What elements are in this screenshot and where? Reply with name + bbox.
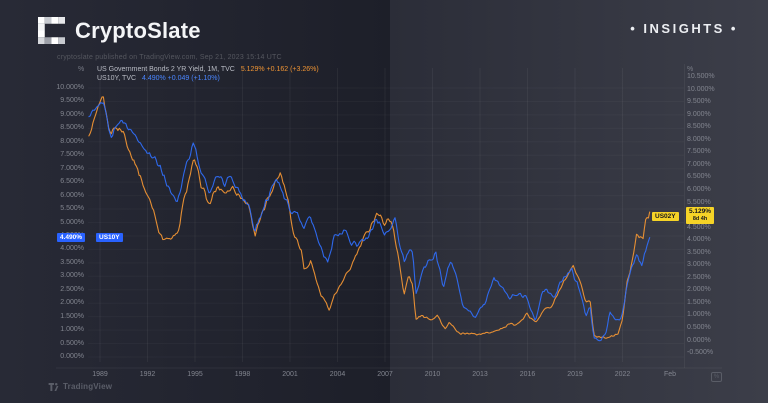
us02y-series-line (88, 96, 651, 339)
right-axis-label: 2.500% (687, 273, 711, 281)
legend-us02y-values: 5.129% +0.162 (+3.26%) (240, 66, 319, 73)
left-axis-label: 5.500% (60, 205, 84, 213)
right-axis-label: 7.000% (687, 160, 711, 168)
us02y-symbol-tag: US02Y (652, 212, 679, 221)
left-axis-label: 8.500% (60, 124, 84, 132)
left-axis-label: 3.000% (60, 272, 84, 280)
right-price-axis[interactable]: 10.500% 10.000% 9.500% 9.000% 8.500% 8.000% 7.… (687, 0, 723, 403)
axis-settings-icon[interactable]: % (711, 372, 722, 382)
left-price-axis[interactable]: 10.000% 9.500% 9.000% 8.500% 8.000% 7.500% 7.0… (54, 0, 84, 403)
left-axis-label: 8.000% (60, 137, 84, 145)
insights-badge: • INSIGHTS • (630, 21, 738, 36)
us02y-bar-countdown: 8d 4h (692, 216, 708, 222)
right-axis-label: 8.500% (687, 123, 711, 131)
right-axis-label: 9.500% (687, 98, 711, 106)
time-axis-label: 1992 (139, 371, 156, 378)
right-axis-label: 3.000% (687, 261, 711, 269)
legend-us02y-name: US Government Bonds 2 YR Yield, 1M, TVC (97, 66, 235, 73)
brand: CryptoSlate (38, 17, 201, 44)
time-axis-label: 1995 (187, 371, 203, 378)
right-axis-label: 7.500% (687, 148, 711, 156)
legend-us10y-name: US10Y, TVC (97, 75, 137, 82)
right-axis-label: 10.000% (687, 85, 715, 93)
time-axis-label: 2007 (377, 371, 393, 378)
cryptoslate-logo-icon (38, 17, 65, 44)
left-axis-label: 10.000% (56, 84, 84, 91)
time-axis-label: 2001 (282, 371, 298, 378)
left-axis-label: 9.500% (60, 97, 84, 105)
right-axis-label: 10.500% (687, 73, 715, 80)
right-axis-unit: % (687, 66, 694, 73)
right-axis-label: 3.500% (687, 248, 711, 256)
left-axis-label: 2.500% (60, 285, 84, 293)
background-left-panel (0, 0, 390, 403)
left-axis-label: 1.500% (60, 312, 84, 320)
right-axis-label: 1.000% (687, 311, 711, 319)
right-axis-label: 0.500% (687, 324, 711, 331)
right-axis-label: 4.500% (687, 223, 711, 231)
left-axis-label: 3.500% (60, 258, 84, 266)
right-axis-label: 8.000% (687, 135, 711, 143)
time-axis-label: 2004 (329, 371, 346, 378)
right-axis-label: 2.000% (687, 286, 711, 294)
right-axis-label: 6.000% (687, 185, 711, 193)
left-axis-label: 0.500% (60, 339, 84, 347)
left-axis-label: 9.000% (60, 110, 84, 118)
legend-row-us02y[interactable]: US Government Bonds 2 YR Yield, 1M, TVC … (97, 66, 319, 73)
time-axis-label: 2022 (614, 371, 631, 378)
left-axis-label: 4.000% (60, 245, 84, 253)
left-axis-label: 6.000% (60, 191, 84, 199)
time-axis-label: 2010 (424, 371, 441, 378)
left-axis-label: 7.500% (60, 151, 84, 159)
legend-us10y-values: 4.490% +0.049 (+1.10%) (142, 75, 220, 82)
left-axis-unit: % (78, 66, 85, 73)
left-axis-label: 5.000% (60, 218, 84, 226)
time-axis-label: 1998 (234, 371, 251, 378)
left-axis-label: 0.000% (60, 353, 84, 360)
us10y-symbol-tag: US10Y (96, 233, 123, 242)
legend-row-us10y[interactable]: US10Y, TVC 4.490% +0.049 (+1.10%) (97, 75, 220, 82)
us10y-series-line (88, 102, 651, 342)
right-axis-label: 6.500% (687, 173, 711, 181)
us10y-price-tag: 4.490% (57, 233, 86, 242)
left-axis-label: 6.500% (60, 178, 84, 186)
right-axis-label: 4.000% (687, 236, 711, 244)
time-axis-label: 1989 (92, 371, 108, 378)
left-axis-label: 7.000% (60, 164, 84, 172)
time-axis-last-label: Feb (664, 371, 677, 378)
tradingview-label: TradingView (63, 382, 113, 391)
background-right-panel (390, 0, 768, 403)
time-axis-label: 2016 (519, 371, 536, 378)
time-axis-label: 2013 (472, 371, 488, 378)
grid (99, 68, 623, 362)
brand-name: CryptoSlate (75, 17, 201, 43)
tradingview-footer[interactable]: TradingView (48, 382, 112, 391)
right-axis-label: 9.000% (687, 110, 711, 118)
us02y-last-price: 5.129% (689, 208, 712, 215)
right-axis-label: 1.500% (687, 298, 711, 306)
right-axis-label: 5.500% (687, 198, 711, 206)
time-axis-label: 2019 (567, 371, 583, 378)
tradingview-logo-icon (48, 382, 59, 391)
tradingview-attribution: cryptoslate published on TradingView.com… (57, 54, 282, 61)
left-axis-label: 1.000% (60, 326, 84, 334)
right-axis-label: 0.000% (687, 336, 711, 344)
right-axis-label: -0.500% (687, 349, 714, 357)
us02y-price-tag: 5.129% 8d 4h (686, 207, 715, 224)
left-axis-label: 2.000% (60, 299, 84, 307)
